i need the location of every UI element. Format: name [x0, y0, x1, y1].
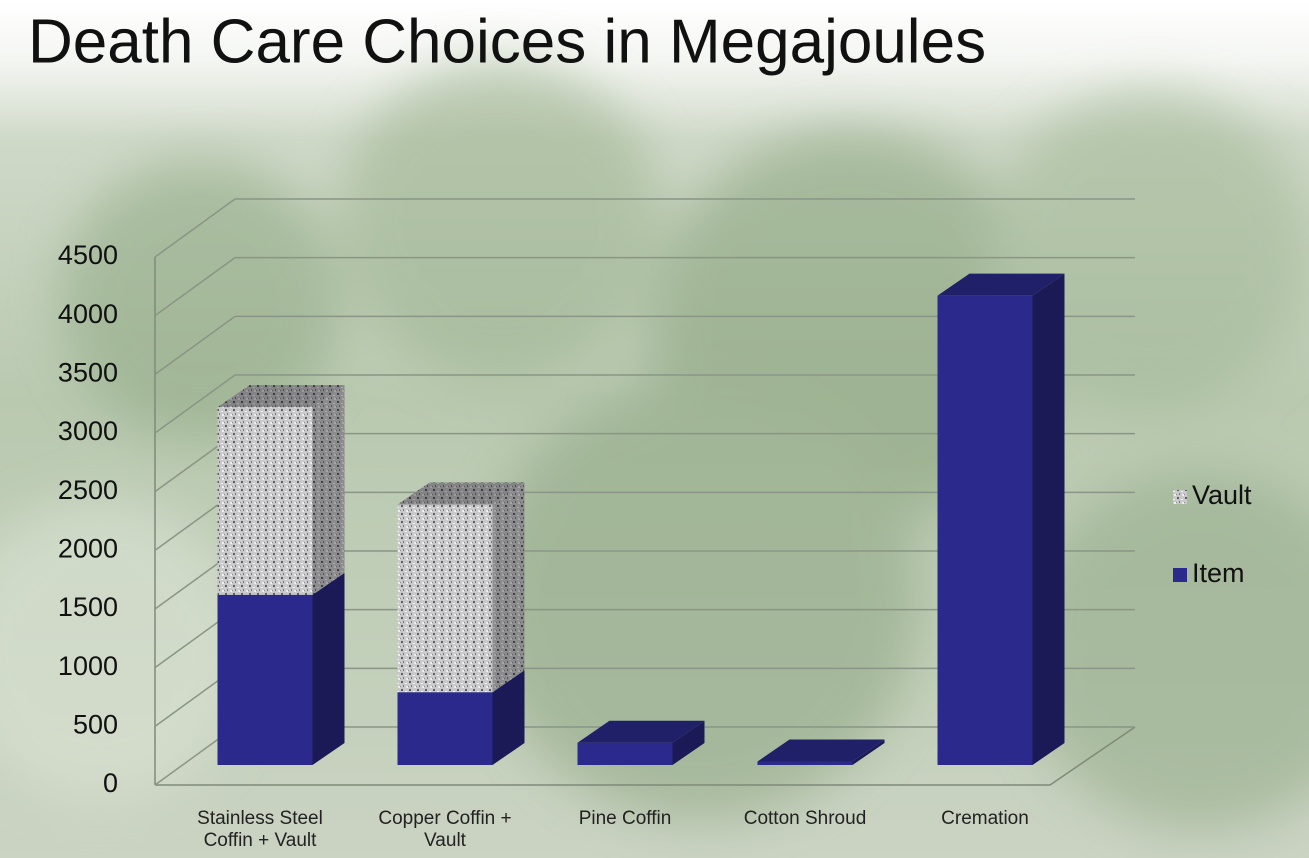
y-tick-label: 1500: [58, 592, 118, 622]
bar-top: [937, 273, 1065, 296]
y-tick-label: 2500: [58, 475, 118, 505]
bar-segment: [937, 273, 1065, 765]
bar-front: [937, 295, 1033, 765]
y-tick-label: 3500: [58, 357, 118, 387]
legend-label: Item: [1192, 558, 1245, 588]
bar-top: [217, 385, 345, 408]
x-tick-label: Cotton Shroud: [743, 808, 867, 829]
y-tick-label: 4000: [58, 299, 118, 329]
x-tick-label: Stainless Steel Coffin + Vault: [197, 808, 323, 851]
bar-side-shade: [312, 385, 345, 595]
bar-top-shade: [217, 385, 345, 408]
bar-side: [312, 572, 345, 765]
bar-front: [757, 761, 853, 765]
y-tick-label: 2000: [58, 533, 118, 563]
bar-top: [757, 739, 885, 762]
bar-segment: [577, 720, 705, 765]
bar-side-shade: [492, 482, 525, 693]
bar-top: [397, 482, 525, 505]
forest-background: [0, 60, 1309, 830]
bar-top: [577, 720, 705, 743]
y-tick-label: 4500: [58, 240, 118, 270]
bar-front: [397, 504, 493, 693]
floor-edge: [155, 726, 1136, 786]
bar-segment: [217, 572, 345, 765]
bar-side: [672, 720, 705, 765]
chart-title: Death Care Choices in Megajoules: [28, 7, 986, 76]
legend-label: Vault: [1192, 480, 1252, 510]
bar-top-shade: [397, 482, 525, 505]
x-tick-label: Cremation: [941, 808, 1029, 829]
y-tick-label: 3000: [58, 416, 118, 446]
legend-swatch: [1173, 490, 1187, 504]
bar-side: [312, 385, 345, 595]
bar-segment: [217, 385, 345, 595]
grid-line: [154, 198, 1135, 258]
grid-line: [154, 374, 1135, 434]
bar-side: [852, 739, 885, 765]
x-tick-label: Copper Coffin + Vault: [378, 808, 512, 851]
grid-line: [154, 315, 1135, 375]
y-tick-label: 0: [103, 768, 118, 798]
grid-line: [154, 256, 1135, 317]
bar-front: [217, 594, 313, 765]
bar-side: [492, 482, 525, 693]
bar-front: [217, 407, 313, 595]
bar-segment: [397, 482, 525, 693]
x-tick-label: Pine Coffin: [578, 808, 672, 829]
y-tick-label: 500: [73, 709, 118, 739]
y-tick-label: 1000: [58, 651, 118, 681]
bar-side: [1032, 273, 1065, 765]
bar-front: [577, 742, 673, 765]
bar-segment: [757, 739, 885, 765]
bar-front: [397, 692, 493, 765]
bar-side: [492, 670, 525, 765]
legend-swatch: [1173, 568, 1187, 582]
